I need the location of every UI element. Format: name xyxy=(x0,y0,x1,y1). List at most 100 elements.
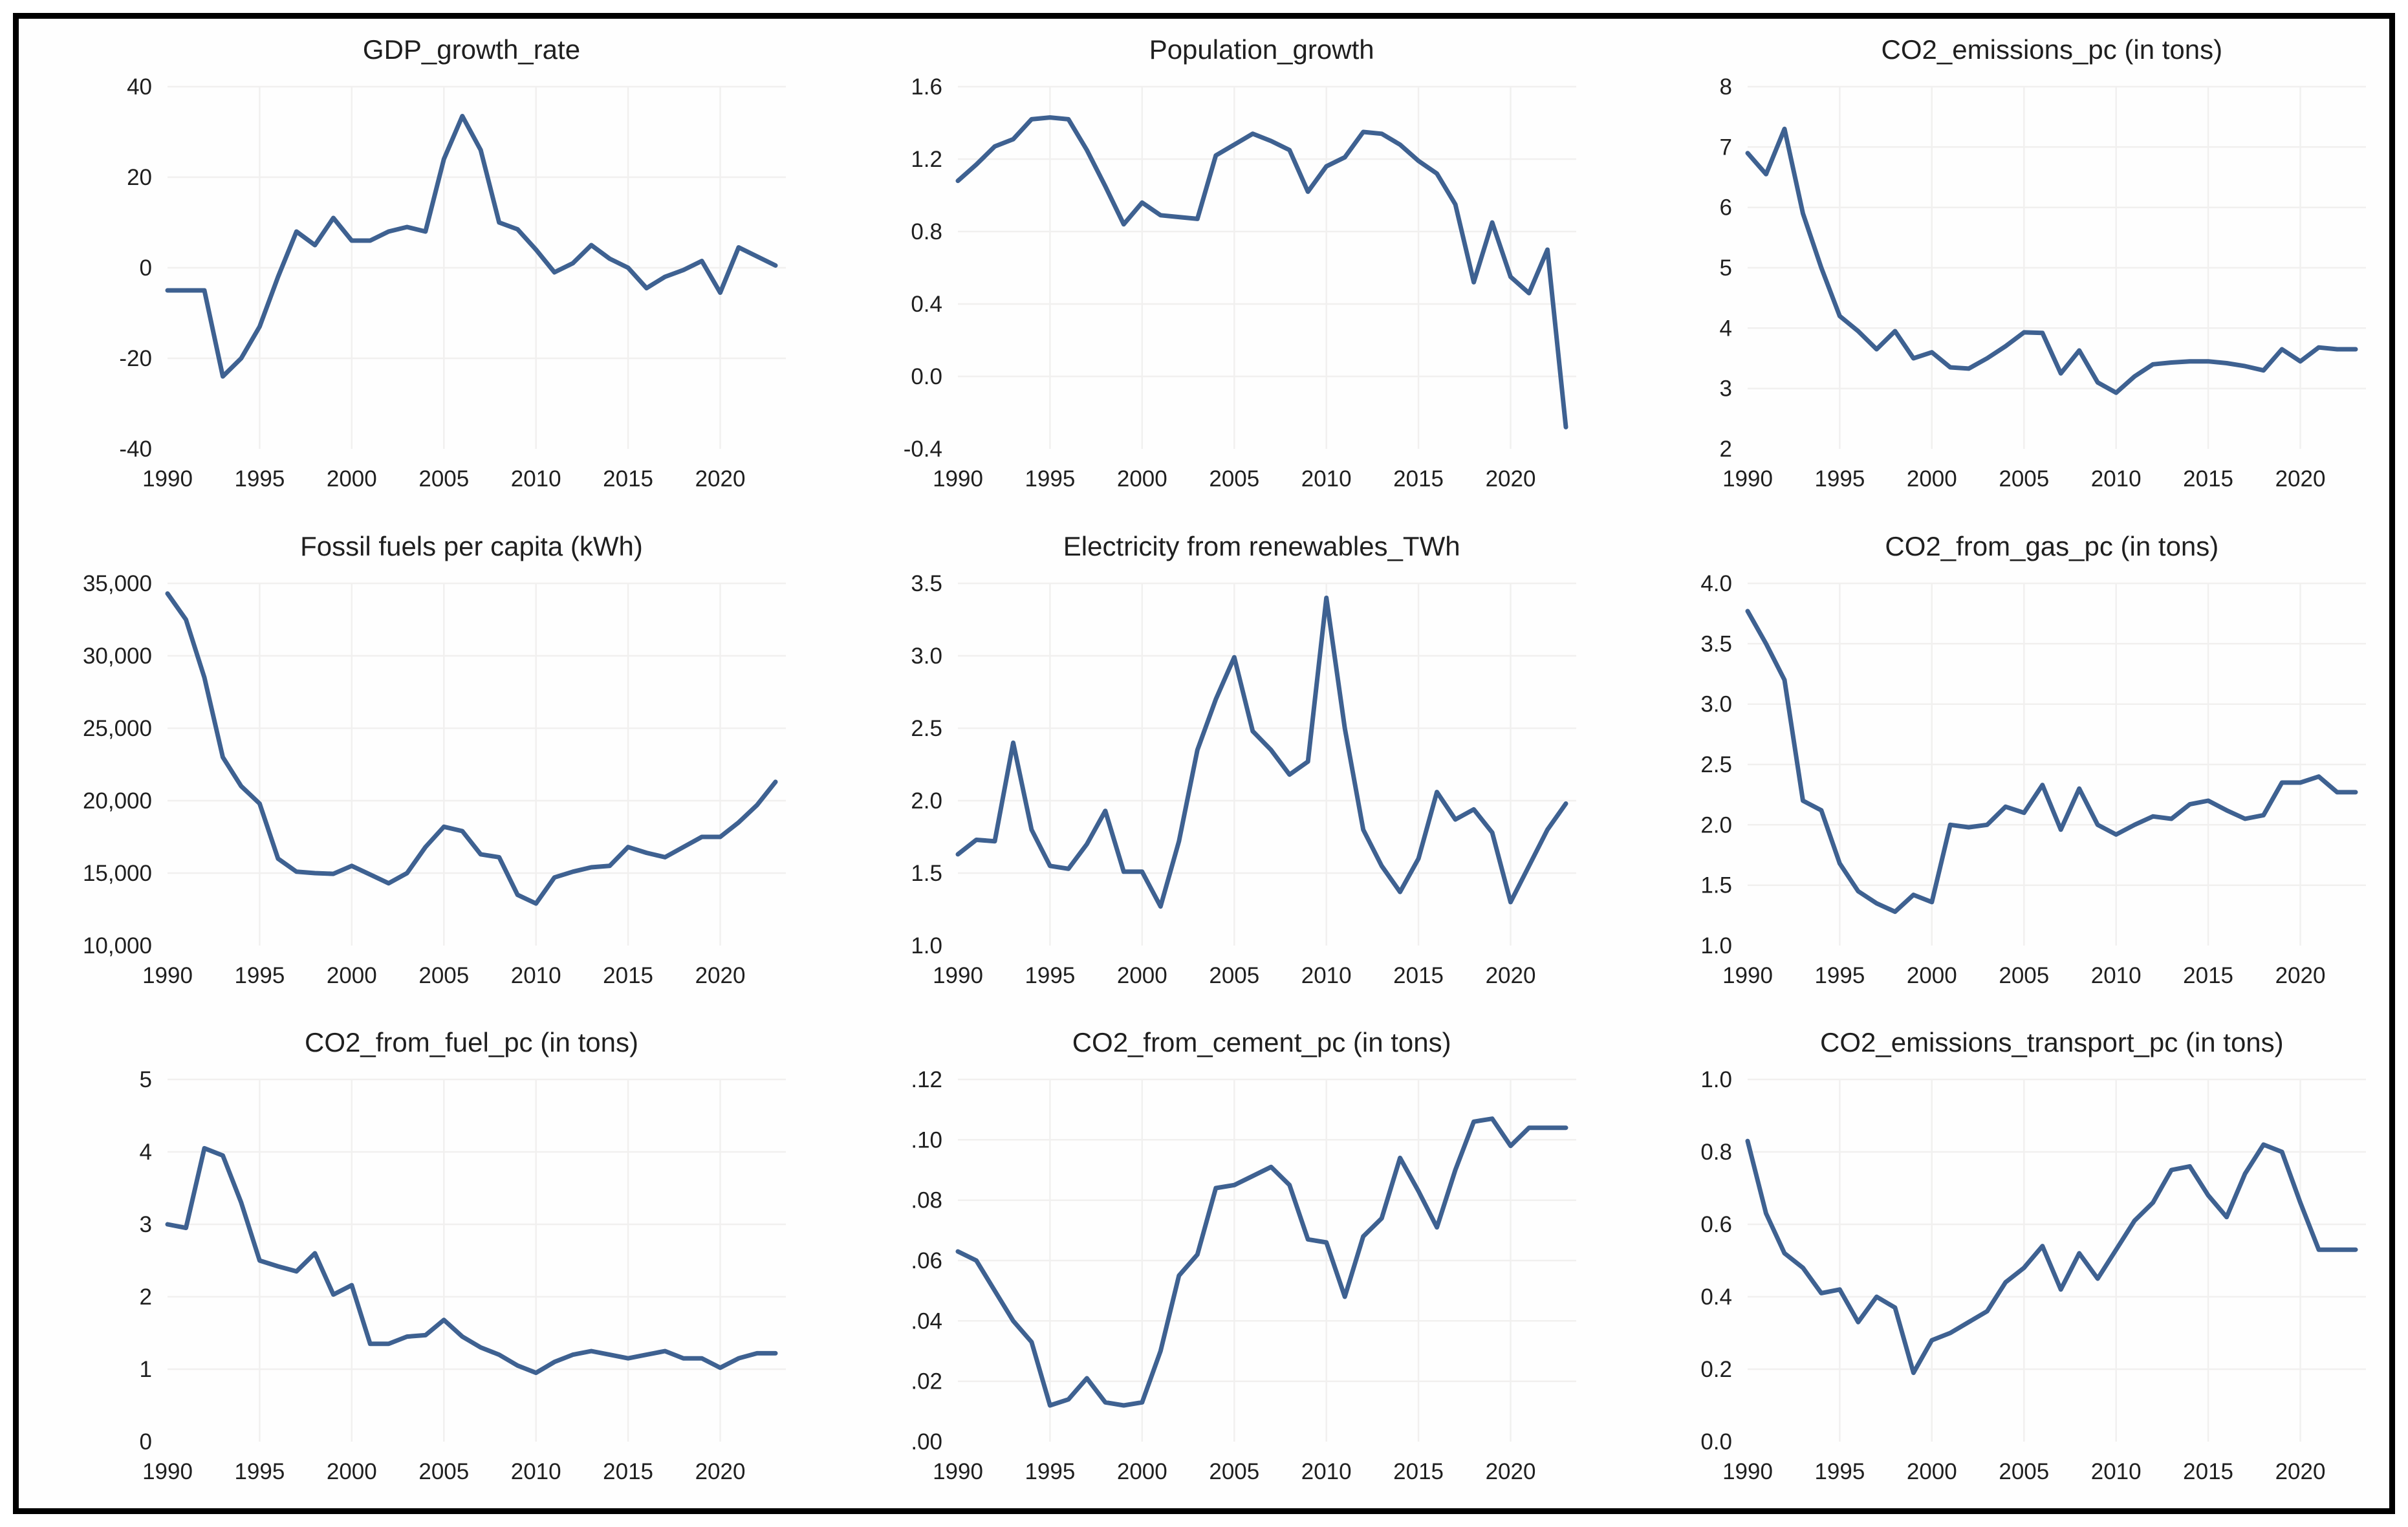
svg-text:2015: 2015 xyxy=(1393,963,1444,988)
svg-text:.12: .12 xyxy=(911,1067,942,1092)
svg-text:1990: 1990 xyxy=(1722,1459,1773,1484)
svg-text:2015: 2015 xyxy=(603,963,653,988)
svg-text:-20: -20 xyxy=(119,346,152,371)
svg-text:0.4: 0.4 xyxy=(911,292,942,317)
svg-text:3: 3 xyxy=(140,1212,152,1237)
svg-text:0: 0 xyxy=(140,1429,152,1455)
svg-text:2005: 2005 xyxy=(1209,466,1259,492)
svg-text:2005: 2005 xyxy=(1999,963,2050,988)
svg-text:1990: 1990 xyxy=(142,1459,193,1484)
chart-panel-co2-emissions-pc: CO2_emissions_pc (in tons) 2 3 4 5 6 7 8 1990 19… xyxy=(1599,19,2389,515)
line-chart-co2-from-gas-pc: 1.0 1.5 2.0 2.5 3.0 3.5 4.0 1990 1995 2000 2005 201… xyxy=(1701,571,2367,988)
line-chart-co2-emissions-transport-pc: 0.0 0.2 0.4 0.6 0.8 1.0 1990 1995 2000 2005 2010 20… xyxy=(1701,1067,2367,1484)
svg-text:1995: 1995 xyxy=(234,1459,285,1484)
svg-text:2: 2 xyxy=(1720,437,1732,462)
svg-text:2010: 2010 xyxy=(1301,963,1351,988)
svg-text:3: 3 xyxy=(1720,376,1732,402)
svg-text:5: 5 xyxy=(140,1067,152,1092)
svg-text:2020: 2020 xyxy=(1485,466,1535,492)
svg-text:2010: 2010 xyxy=(2091,963,2142,988)
svg-text:2005: 2005 xyxy=(1999,466,2050,492)
line-chart-co2-from-cement-pc: .00 .02 .04 .06 .08 .10 .12 1990 1995 2000 2005 201… xyxy=(911,1067,1576,1484)
chart-title: Electricity from renewables_TWh xyxy=(1063,530,1460,561)
svg-text:15,000: 15,000 xyxy=(83,861,152,886)
chart-title: Population_growth xyxy=(1149,34,1374,65)
svg-text:2020: 2020 xyxy=(695,466,746,492)
svg-text:2015: 2015 xyxy=(2183,1459,2233,1484)
chart-title: GDP_growth_rate xyxy=(362,34,581,65)
svg-text:1995: 1995 xyxy=(234,963,285,988)
svg-text:0: 0 xyxy=(140,255,152,281)
svg-text:7: 7 xyxy=(1720,135,1732,160)
svg-text:1995: 1995 xyxy=(234,466,285,492)
svg-text:1.6: 1.6 xyxy=(911,74,942,100)
chart-panel-co2-from-fuel-pc: CO2_from_fuel_pc (in tons) 0 1 2 3 4 5 1990 199… xyxy=(19,1012,809,1508)
svg-text:2005: 2005 xyxy=(1209,963,1259,988)
svg-text:2010: 2010 xyxy=(511,466,561,492)
svg-text:1995: 1995 xyxy=(1025,963,1075,988)
svg-text:8: 8 xyxy=(1720,74,1732,100)
svg-text:2005: 2005 xyxy=(1999,1459,2050,1484)
svg-text:2005: 2005 xyxy=(1209,1459,1259,1484)
svg-text:1995: 1995 xyxy=(1815,963,1865,988)
svg-text:40: 40 xyxy=(127,74,152,100)
svg-text:1.2: 1.2 xyxy=(911,147,942,172)
chart-title: CO2_emissions_transport_pc (in tons) xyxy=(1820,1027,2284,1058)
figure-frame: GDP_growth_rate -40 -20 0 20 40 1990 1995 2000 2… xyxy=(13,13,2395,1514)
chart-panel-fossil-fuels-per-capita: Fossil fuels per capita (kWh) 10,000 15,0… xyxy=(19,515,809,1012)
svg-text:2000: 2000 xyxy=(1117,1459,1167,1484)
svg-text:2: 2 xyxy=(140,1284,152,1310)
svg-text:1990: 1990 xyxy=(1722,963,1773,988)
svg-text:1.0: 1.0 xyxy=(1701,933,1733,958)
svg-text:2.0: 2.0 xyxy=(911,788,942,814)
line-chart-gdp-growth-rate: -40 -20 0 20 40 1990 1995 2000 2005 2010 2015 2020 xyxy=(119,74,786,492)
svg-text:2015: 2015 xyxy=(2183,963,2233,988)
svg-text:0.0: 0.0 xyxy=(1701,1429,1733,1455)
svg-text:0.8: 0.8 xyxy=(911,219,942,244)
svg-text:.02: .02 xyxy=(911,1369,942,1394)
svg-text:25,000: 25,000 xyxy=(83,716,152,741)
svg-text:.00: .00 xyxy=(911,1429,942,1455)
svg-text:35,000: 35,000 xyxy=(83,571,152,596)
chart-title: CO2_from_fuel_pc (in tons) xyxy=(305,1027,638,1058)
svg-text:2015: 2015 xyxy=(1393,1459,1444,1484)
svg-text:2015: 2015 xyxy=(603,1459,653,1484)
chart-panel-electricity-renewables: Electricity from renewables_TWh 1.0 1.5 2.… xyxy=(809,515,1600,1012)
svg-text:1995: 1995 xyxy=(1815,1459,1865,1484)
svg-text:2015: 2015 xyxy=(2183,466,2233,492)
svg-text:.08: .08 xyxy=(911,1188,942,1213)
svg-text:0.6: 0.6 xyxy=(1701,1212,1733,1237)
svg-text:2020: 2020 xyxy=(2275,466,2326,492)
svg-text:2.5: 2.5 xyxy=(1701,752,1733,777)
svg-text:2015: 2015 xyxy=(1393,466,1444,492)
chart-title: CO2_from_gas_pc (in tons) xyxy=(1885,530,2219,561)
svg-text:1: 1 xyxy=(140,1357,152,1382)
svg-text:2000: 2000 xyxy=(327,1459,377,1484)
svg-text:30,000: 30,000 xyxy=(83,644,152,669)
svg-text:2000: 2000 xyxy=(1117,466,1167,492)
svg-text:2005: 2005 xyxy=(418,963,469,988)
svg-text:1990: 1990 xyxy=(142,466,193,492)
svg-text:2000: 2000 xyxy=(1907,1459,1957,1484)
svg-text:2020: 2020 xyxy=(1485,1459,1535,1484)
svg-text:1.5: 1.5 xyxy=(911,861,942,886)
svg-text:.06: .06 xyxy=(911,1248,942,1273)
svg-text:2000: 2000 xyxy=(327,466,377,492)
line-chart-population-growth: -0.4 0.0 0.4 0.8 1.2 1.6 1990 1995 2000 2005 2010 2… xyxy=(903,74,1576,492)
svg-text:1995: 1995 xyxy=(1815,466,1865,492)
svg-text:2015: 2015 xyxy=(603,466,653,492)
svg-text:2010: 2010 xyxy=(1301,466,1351,492)
svg-text:2010: 2010 xyxy=(511,963,561,988)
svg-text:1.0: 1.0 xyxy=(1701,1067,1733,1092)
svg-text:1990: 1990 xyxy=(933,1459,983,1484)
line-chart-fossil-fuels-per-capita: 10,000 15,000 20,000 25,000 30,000 35,000 1990… xyxy=(83,571,786,988)
chart-panel-gdp-growth-rate: GDP_growth_rate -40 -20 0 20 40 1990 1995 2000 2… xyxy=(19,19,809,515)
svg-text:2.0: 2.0 xyxy=(1701,812,1733,838)
svg-text:0.2: 0.2 xyxy=(1701,1357,1733,1382)
svg-text:.04: .04 xyxy=(911,1309,942,1334)
svg-text:2010: 2010 xyxy=(511,1459,561,1484)
svg-text:6: 6 xyxy=(1720,195,1732,221)
svg-text:2000: 2000 xyxy=(1907,963,1957,988)
svg-text:0.4: 0.4 xyxy=(1701,1284,1733,1310)
svg-text:0.8: 0.8 xyxy=(1701,1140,1733,1165)
